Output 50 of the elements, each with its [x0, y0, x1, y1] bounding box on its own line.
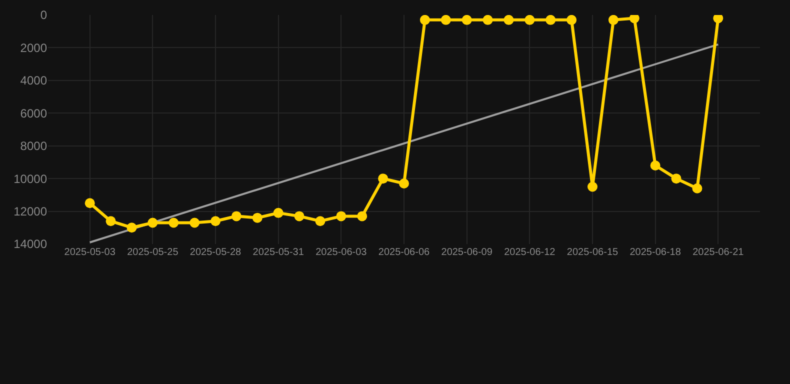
point	[210, 216, 221, 226]
y-tick-label: 0	[40, 8, 48, 22]
point	[504, 15, 514, 25]
point	[231, 211, 242, 222]
x-tick-label: 2025-06-09	[441, 247, 493, 258]
point	[357, 211, 368, 222]
y-tick-label: 10000	[14, 172, 48, 186]
x-tick-label: 2025-06-06	[378, 247, 430, 258]
point	[608, 15, 618, 25]
x-tick-label: 2025-06-21	[692, 247, 744, 258]
x-tick-label: 2025-06-15	[566, 247, 619, 258]
point	[692, 183, 702, 194]
x-tick-label: 2025-06-12	[504, 247, 556, 258]
y-tick-label: 14000	[14, 237, 48, 252]
x-tick-label: 2025-05-28	[190, 247, 242, 258]
x-tick-label: 2025-05-03	[64, 247, 116, 258]
point	[546, 15, 556, 25]
point	[168, 218, 179, 228]
point	[462, 15, 472, 25]
point	[190, 218, 200, 228]
point	[420, 15, 430, 25]
y-tick-label: 2000	[20, 40, 48, 55]
x-tick-label: 2025-06-03	[316, 247, 368, 258]
point	[148, 218, 158, 228]
point	[315, 216, 326, 226]
point	[440, 15, 451, 25]
point	[482, 15, 493, 25]
point	[524, 15, 535, 25]
point	[126, 222, 137, 233]
y-tick-label: 6000	[20, 106, 48, 120]
point	[671, 174, 682, 184]
point	[378, 174, 388, 184]
y-tick-label: 12000	[14, 204, 48, 218]
point	[273, 208, 284, 218]
point	[399, 178, 409, 188]
point	[650, 160, 660, 170]
y-tick-label: 8000	[20, 139, 48, 154]
point	[252, 212, 262, 223]
point	[336, 211, 346, 222]
x-tick-label: 2025-06-18	[630, 247, 682, 258]
point	[587, 182, 598, 192]
point	[84, 198, 95, 208]
x-tick-label: 2025-05-31	[252, 247, 304, 258]
point	[106, 216, 116, 226]
y-tick-label: 4000	[20, 74, 48, 88]
x-tick-label: 2025-05-25	[127, 247, 179, 258]
point	[629, 15, 640, 24]
point	[294, 211, 304, 222]
point	[713, 15, 724, 24]
point	[566, 15, 577, 25]
